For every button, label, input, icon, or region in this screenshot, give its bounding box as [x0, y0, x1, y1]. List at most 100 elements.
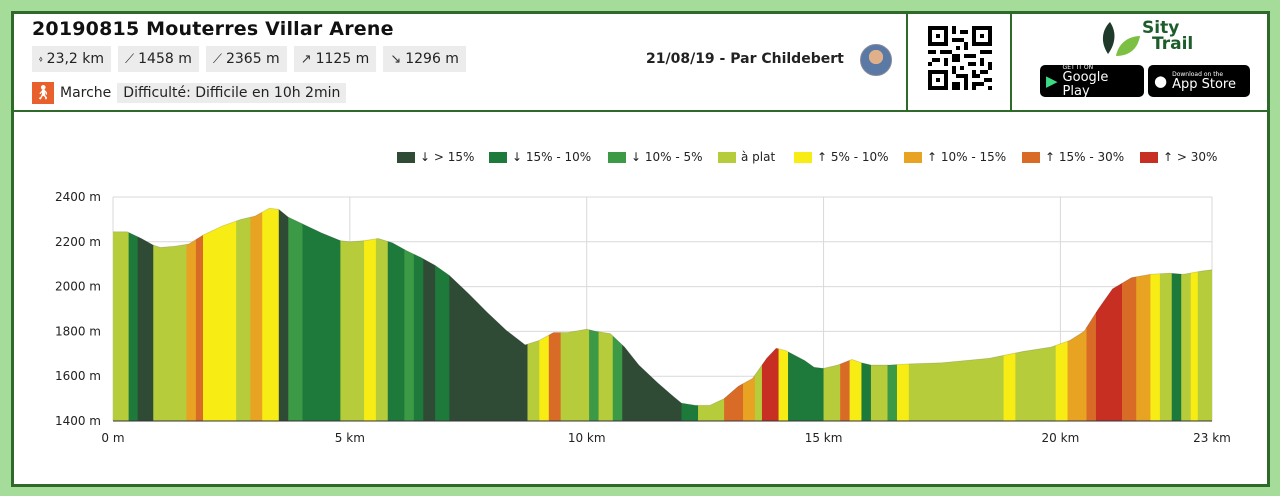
divider — [906, 14, 908, 110]
app-store-big: App Store — [1172, 76, 1236, 92]
slope-segment — [250, 208, 263, 421]
apple-icon: ● — [1154, 72, 1168, 90]
slope-segment — [137, 208, 154, 421]
slope-segment — [861, 208, 872, 421]
stat-distance: ⬫ 23,2 km — [32, 46, 112, 72]
slope-segment — [560, 208, 590, 421]
y-tick-label: 2400 m — [55, 190, 101, 204]
slope-segment — [908, 208, 1004, 421]
slope-segment — [1171, 208, 1182, 421]
max-elevation-icon: ⟋ — [212, 51, 222, 67]
legend-item-descent-15-10[interactable]: ↓ 15% - 10% — [489, 150, 591, 164]
slope-segment — [527, 208, 540, 421]
stat-value: 23,2 km — [46, 51, 105, 67]
slope-segment — [1190, 208, 1199, 421]
slope-segment — [1197, 208, 1212, 421]
slope-segment — [1136, 208, 1151, 421]
slope-segment — [449, 208, 528, 421]
google-play-text: GET IT ON Google Play — [1063, 64, 1138, 99]
slope-segment — [1086, 208, 1097, 421]
slope-segment — [589, 208, 599, 421]
divider — [1010, 14, 1012, 110]
stat-value: 2365 m — [225, 51, 280, 67]
y-tick-label: 1400 m — [55, 414, 101, 428]
legend-item-ascent-10-15[interactable]: ↑ 10% - 15% — [904, 150, 1006, 164]
legend-label: ↓ 15% - 10% — [512, 150, 592, 164]
legend-label: ↑ 5% - 10% — [817, 150, 889, 164]
chart-legend: ↓ > 15% ↓ 15% - 10% ↓ 10% - 5% à plat ↑ … — [14, 150, 1267, 166]
slope-segment — [203, 208, 237, 421]
slope-segment — [387, 208, 405, 421]
activity-label: Marche — [60, 85, 112, 101]
profile-outline — [113, 207, 1213, 406]
x-tick-label: 0 m — [101, 431, 124, 445]
y-tick-label: 2000 m — [55, 280, 101, 294]
brand-line-1: Sity — [1142, 18, 1180, 38]
legend-label: ↑ 10% - 15% — [927, 150, 1007, 164]
x-tick-label: 15 km — [805, 431, 843, 445]
y-tick-label: 1800 m — [55, 324, 101, 338]
x-tick-label: 20 km — [1042, 431, 1080, 445]
app-store-text: Download on the App Store — [1172, 71, 1236, 92]
slope-segment — [698, 208, 725, 421]
legend-item-descent-10-5[interactable]: ↓ 10% - 5% — [608, 150, 703, 164]
slope-segment — [887, 208, 898, 421]
slope-segment — [840, 208, 851, 421]
slope-segment — [1055, 208, 1068, 421]
slope-segment — [113, 208, 130, 421]
qr-code-icon[interactable] — [928, 26, 992, 90]
slope-segment — [743, 208, 756, 421]
slope-segment — [1121, 208, 1137, 421]
slope-segment — [823, 208, 841, 421]
legend-label: ↓ > 15% — [420, 150, 475, 164]
profile-segments — [113, 208, 1212, 421]
difficulty-badge: Difficulté: Difficile en 10h 2min — [117, 83, 347, 103]
stat-value: 1296 m — [405, 51, 459, 67]
legend-swatch — [1022, 151, 1040, 163]
sitytrail-logo-icon[interactable] — [1096, 16, 1206, 60]
stat-descent: ↘ 1296 m — [383, 46, 466, 72]
brand-name: Sity Trail — [1142, 18, 1194, 54]
slope-segment — [128, 208, 139, 421]
y-tick-label: 2200 m — [55, 235, 101, 249]
slope-segment — [754, 208, 763, 421]
slope-segment — [1181, 208, 1192, 421]
legend-item-ascent-15-30[interactable]: ↑ 15% - 30% — [1022, 150, 1124, 164]
x-tick-label: 10 km — [568, 431, 606, 445]
slope-segment — [1003, 208, 1016, 421]
slope-segment — [778, 208, 789, 421]
slope-segment — [364, 208, 377, 421]
legend-item-descent-gt-15[interactable]: ↓ > 15% — [397, 150, 474, 164]
slope-segment — [435, 208, 450, 421]
activity-row: 🚶︎ Marche Difficulté: Difficile en 10h 2… — [32, 82, 347, 104]
slope-segment — [413, 208, 424, 421]
min-elevation-icon: ⟋ — [125, 51, 135, 67]
avatar[interactable] — [860, 44, 892, 76]
slope-segment — [423, 208, 436, 421]
google-play-button[interactable]: ▶ GET IT ON Google Play — [1040, 64, 1144, 99]
hiker-icon: 🚶︎ — [32, 82, 54, 104]
slope-segment — [870, 208, 888, 421]
elevation-chart: 1400 m 1600 m 1800 m 2000 m 2200 m 2400 m 0 m 5… — [55, 190, 1231, 445]
slope-segment — [622, 208, 682, 421]
legend-item-ascent-5-10[interactable]: ↑ 5% - 10% — [794, 150, 889, 164]
descent-icon: ↘ — [390, 51, 402, 67]
legend-swatch — [489, 151, 507, 163]
slope-segment — [278, 208, 289, 421]
slope-segment — [288, 208, 303, 421]
legend-item-ascent-gt-30[interactable]: ↑ > 30% — [1140, 150, 1217, 164]
stat-value: 1125 m — [315, 51, 370, 67]
x-tick-label: 23 km — [1193, 431, 1231, 445]
legend-item-flat[interactable]: à plat — [718, 150, 775, 164]
legend-label: à plat — [741, 150, 776, 164]
slope-segment — [612, 208, 623, 421]
app-store-button[interactable]: ● Download on the App Store — [1148, 65, 1250, 97]
x-tick-label: 5 km — [335, 431, 365, 445]
y-tick-label: 1600 m — [55, 369, 101, 383]
legend-swatch — [904, 151, 922, 163]
slope-segment — [404, 208, 415, 421]
slope-segment — [195, 208, 204, 421]
slope-segment — [788, 208, 824, 421]
brand-line-2: Trail — [1152, 34, 1194, 54]
legend-swatch — [1140, 151, 1158, 163]
